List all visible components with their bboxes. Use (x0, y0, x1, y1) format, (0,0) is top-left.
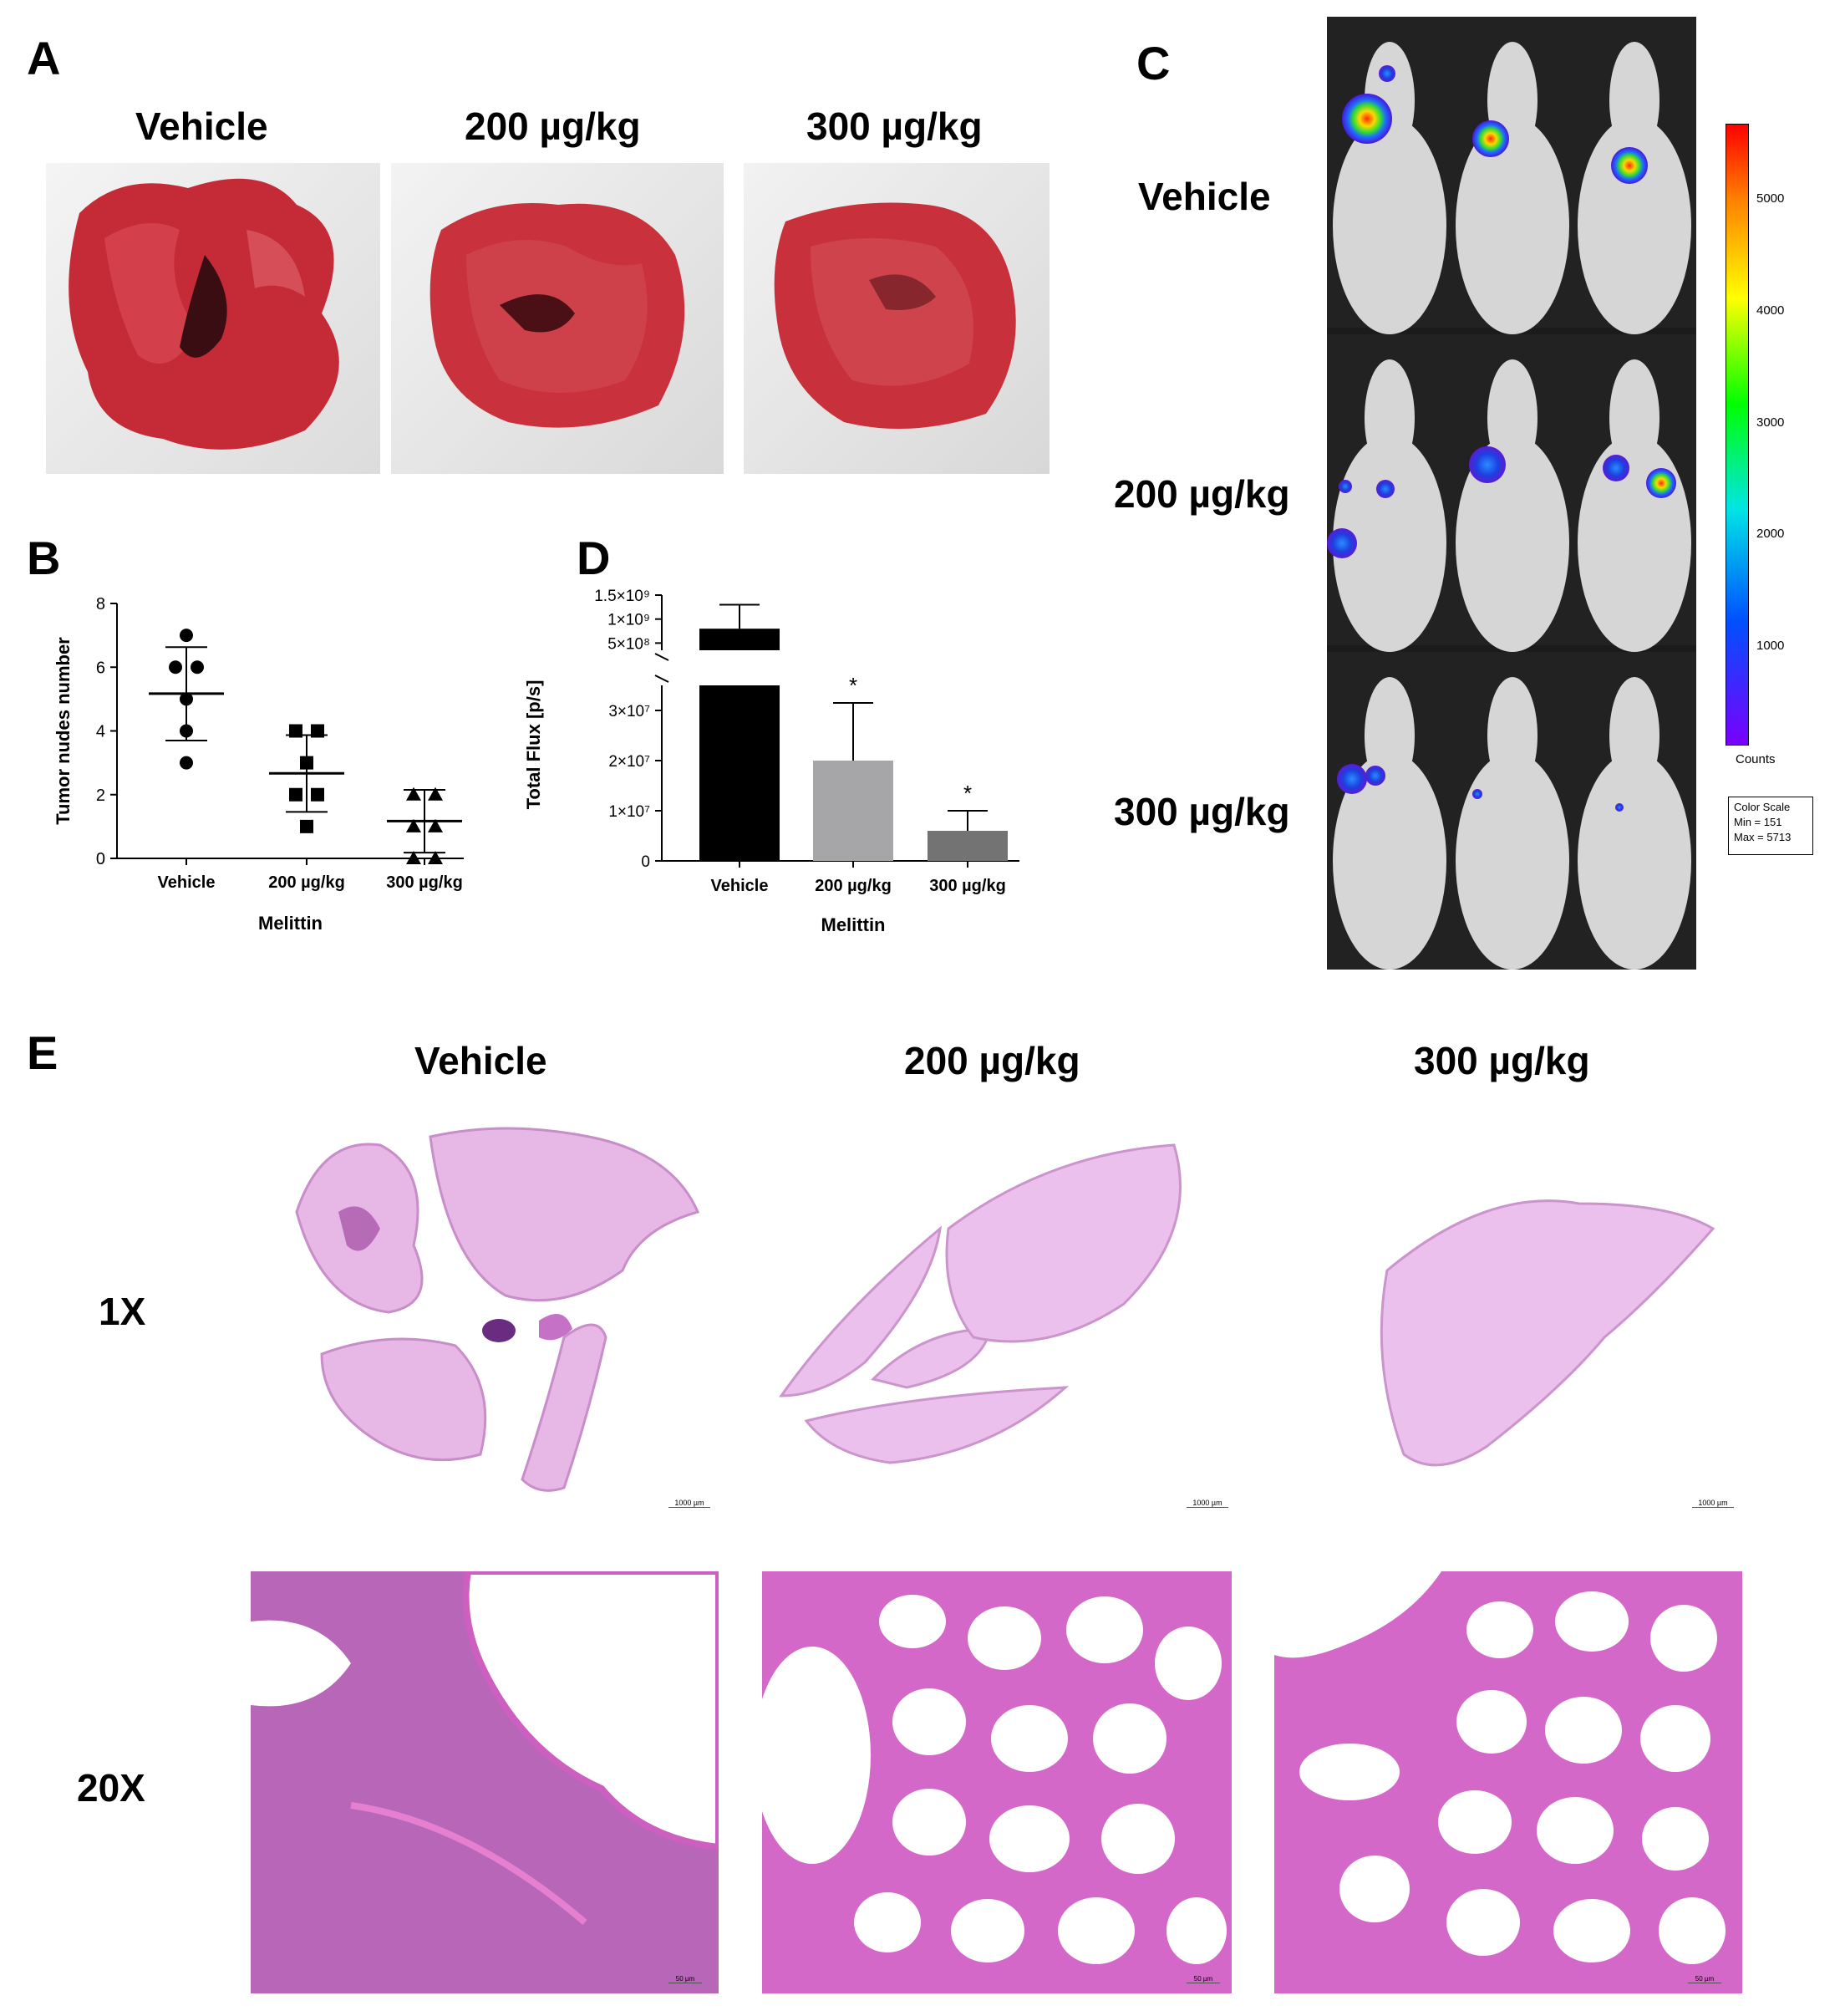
colorbar-tick-1000: 1000 (1756, 639, 1785, 653)
lung-photo-300 (744, 163, 1050, 474)
bioluminescence-image (1327, 17, 1696, 970)
panel-b-chart: 0 2 4 6 8 Vehicle 200 µg/kg 300 µg/kg Melittin Tu… (53, 595, 464, 934)
panel-c-label-vehicle: Vehicle (1138, 175, 1271, 218)
d-significance-mark: * (963, 781, 972, 806)
b-point-circle (191, 660, 204, 675)
d-ytick-label: 3×10⁷ (608, 703, 650, 720)
d-ytick-label: 0 (641, 853, 650, 871)
section-20x-300 (1274, 1571, 1742, 1993)
row-label-1x: 1X (99, 1290, 146, 1333)
b-ytick-label: 2 (96, 787, 105, 805)
colorbar-tick-5000: 5000 (1756, 191, 1785, 206)
b-x-axis-title: Melittin (258, 913, 323, 934)
colorbar-counts-label: Counts (1736, 752, 1776, 766)
panel-a-label-200: 200 µg/kg (465, 104, 641, 148)
color-scale-title: Color Scale (1734, 801, 1791, 813)
d-bar (813, 761, 893, 861)
d-ytick-label: 2×10⁷ (608, 753, 650, 771)
section-1x-300 (1370, 1170, 1721, 1496)
colorbar-tick-4000: 4000 (1756, 303, 1785, 318)
d-xtick-label: Vehicle (711, 877, 769, 895)
colorbar-tick-3000: 3000 (1756, 415, 1785, 430)
panel-d-letter: D (577, 532, 611, 584)
b-point-circle (169, 660, 182, 675)
row-label-20x: 20X (77, 1766, 145, 1810)
d-xtick-label: 300 µg/kg (929, 877, 1006, 895)
section-20x-vehicle (251, 1571, 719, 1993)
b-point-square (311, 787, 324, 802)
d-ytick-label-upper: 1×10⁹ (607, 612, 650, 629)
panel-c-label-200: 200 µg/kg (1114, 472, 1290, 516)
d-axis-break-lower (654, 675, 669, 683)
panel-a-label-vehicle: Vehicle (135, 104, 268, 148)
d-x-axis-title: Melittin (821, 914, 886, 935)
d-axis-break-upper (654, 653, 669, 661)
panel-c-letter: C (1136, 37, 1171, 89)
b-ytick-label: 0 (96, 850, 105, 868)
scalebar-1x-300: 1000 µm (1692, 1499, 1734, 1508)
b-ytick-label: 4 (96, 723, 105, 741)
b-point-triangle (428, 787, 443, 801)
scalebar-1x-vehicle: 1000 µm (668, 1499, 710, 1508)
color-scale-min: Min = 151 (1734, 816, 1782, 828)
b-point-triangle (406, 787, 421, 801)
color-scale-bar (1726, 124, 1749, 746)
d-y-axis-title: Total Flux [p/s] (523, 680, 544, 810)
b-ytick-label: 8 (96, 595, 105, 613)
section-1x-200 (773, 1137, 1207, 1488)
b-point-circle (180, 629, 193, 643)
color-scale-box: Color Scale Min = 151 Max = 5713 (1728, 797, 1813, 855)
section-1x-vehicle (288, 1120, 723, 1513)
panel-c-label-300: 300 µg/kg (1114, 790, 1290, 833)
b-y-axis-title: Tumor nudes number (53, 637, 74, 825)
d-ytick-label: 1×10⁷ (608, 803, 650, 821)
b-point-triangle (428, 851, 443, 864)
panel-d-chart: 0 1×10⁷ 2×10⁷ 3×10⁷ 5×10⁸ 1×10⁹ 1.5×10⁹ Vehicle… (523, 588, 1019, 935)
color-scale-max: Max = 5713 (1734, 831, 1792, 843)
d-ytick-label-upper: 5×10⁸ (607, 635, 650, 653)
panel-a-letter: A (27, 32, 61, 84)
scalebar-20x-300: 50 µm (1688, 1975, 1721, 1983)
b-xtick-label: Vehicle (158, 873, 216, 892)
scalebar-20x-200: 50 µm (1187, 1975, 1220, 1983)
panel-a-label-300: 300 µg/kg (806, 104, 983, 148)
b-point-triangle (428, 818, 443, 832)
d-ytick-label-upper: 1.5×10⁹ (594, 588, 650, 605)
lung-photo-200 (391, 163, 724, 474)
b-point-square (300, 819, 313, 833)
d-bar-upper (699, 629, 780, 650)
d-bar-lower (699, 685, 780, 861)
panel-e-label-vehicle: Vehicle (414, 1039, 547, 1082)
section-20x-200 (762, 1571, 1232, 1993)
d-bar (928, 831, 1008, 861)
panel-b-letter: B (27, 532, 61, 584)
scalebar-20x-vehicle: 50 µm (668, 1975, 702, 1983)
b-point-triangle (406, 818, 421, 832)
colorbar-tick-2000: 2000 (1756, 527, 1785, 541)
b-point-triangle (406, 851, 421, 864)
b-point-square (289, 787, 302, 802)
b-xtick-label: 200 µg/kg (268, 873, 345, 892)
panel-e-label-200: 200 µg/kg (904, 1039, 1080, 1082)
panel-e-label-300: 300 µg/kg (1414, 1039, 1590, 1082)
d-xtick-label: 200 µg/kg (815, 877, 892, 895)
d-significance-mark: * (849, 673, 857, 698)
b-xtick-label: 300 µg/kg (386, 873, 463, 892)
scalebar-1x-200: 1000 µm (1187, 1499, 1228, 1508)
panel-e-letter: E (27, 1026, 58, 1079)
lung-photo-vehicle (46, 163, 380, 474)
b-point-circle (180, 756, 193, 770)
b-ytick-label: 6 (96, 659, 105, 677)
